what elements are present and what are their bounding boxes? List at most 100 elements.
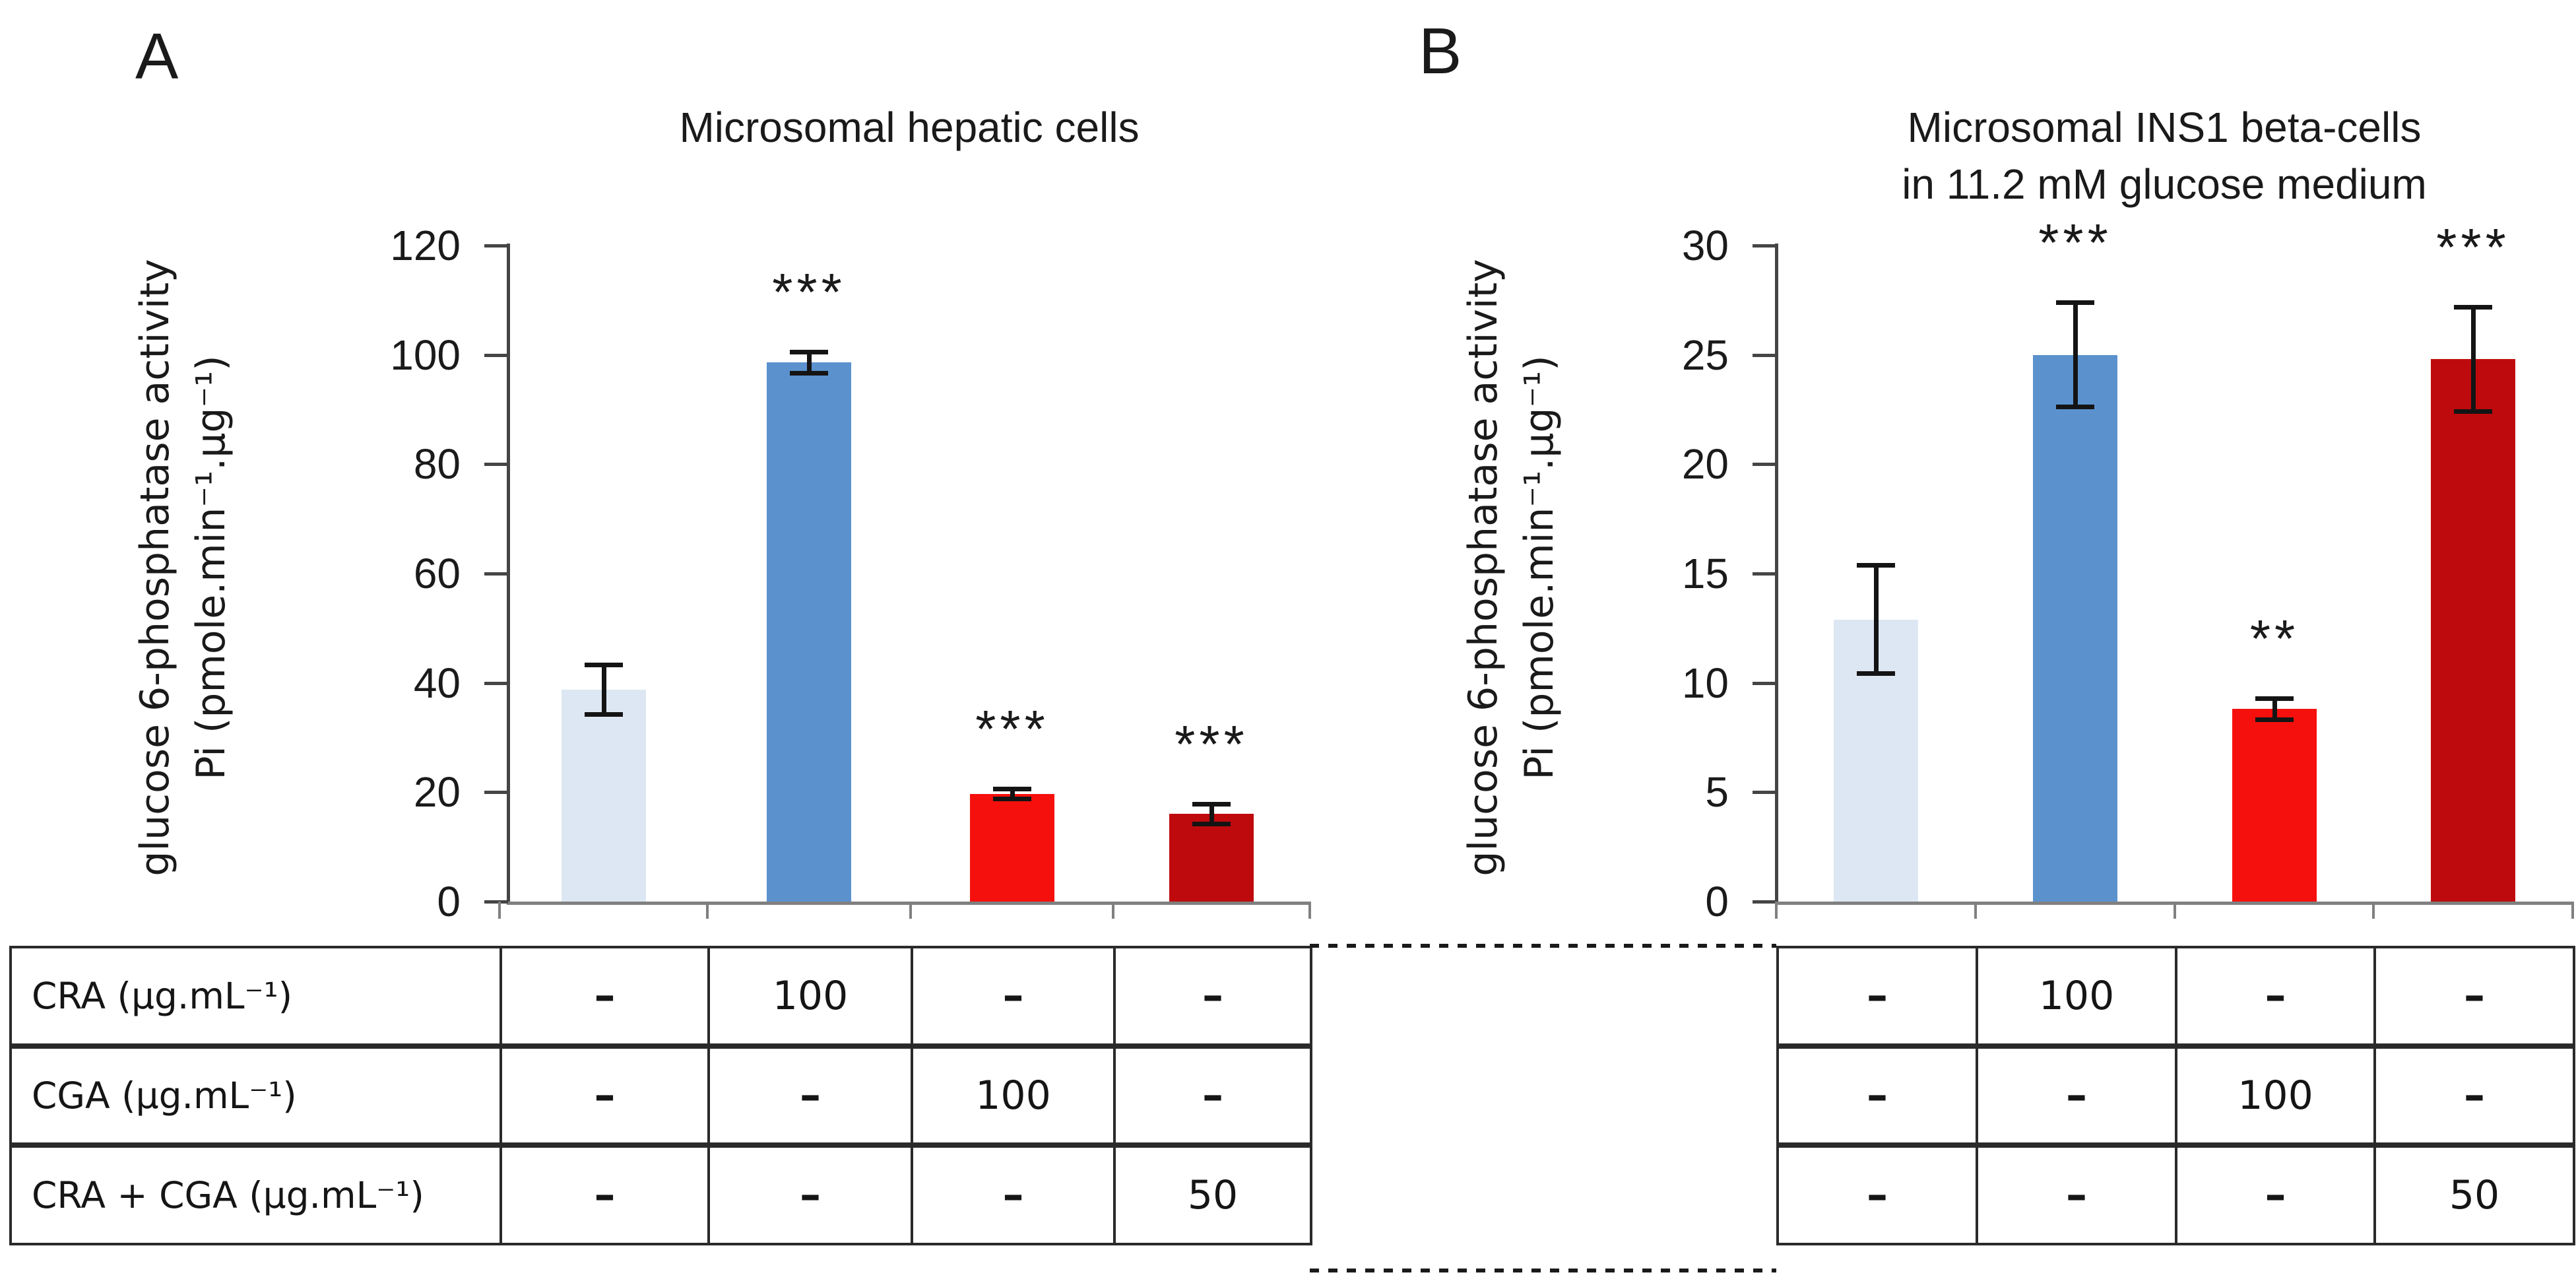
dose-table-b: –100– – – –100– – – –50 [1776, 946, 2575, 1245]
table-row: – – –50 [1776, 1144, 2575, 1245]
significance-marker: *** [2038, 213, 2112, 272]
dose-cell: – [707, 1045, 913, 1148]
dose-cell: – [499, 946, 710, 1049]
dose-cell: – [2373, 946, 2575, 1049]
bar-cra [2033, 355, 2117, 902]
error-bar-cap-bottom [790, 371, 828, 376]
y-tick-mark [1753, 682, 1776, 685]
y-tick-mark [484, 572, 508, 576]
bar-control [562, 690, 646, 902]
bar-cga [970, 794, 1054, 902]
chart-title: in 11.2 mM glucose medium [1902, 160, 2427, 208]
error-bar-cap-bottom [585, 712, 623, 717]
y-tick-label: 120 [390, 222, 461, 269]
dose-cell: – [1776, 1144, 1978, 1245]
dose-cell: – [1113, 1045, 1312, 1148]
dose-cell: – [911, 1144, 1116, 1245]
row-label: CRA + CGA (µg.mL⁻¹) [9, 1144, 502, 1245]
y-tick-label: 0 [1705, 878, 1729, 925]
y-tick-label: 60 [413, 550, 461, 597]
error-bar-line [2272, 698, 2277, 720]
x-tick-mark [2571, 902, 2574, 919]
dose-cell: – [2175, 1144, 2376, 1245]
y-tick-label: 100 [390, 331, 461, 379]
y-tick-label: 10 [1681, 659, 1729, 707]
dose-cell: – [1976, 1045, 2177, 1148]
dose-cell: – [1776, 1045, 1978, 1148]
table-row: CRA (µg.mL⁻¹) –100– – [9, 946, 1312, 1049]
table-row: – –100– [1776, 1045, 2575, 1148]
y-tick-label: 0 [437, 878, 461, 925]
table-row: –100– – [1776, 946, 2575, 1049]
table-row: CGA (µg.mL⁻¹) – –100– [9, 1045, 1312, 1148]
dose-cell: 100 [1976, 946, 2177, 1049]
x-tick-mark [1112, 902, 1114, 919]
dose-cell: – [499, 1045, 710, 1148]
y-axis-label: glucose 6-phosphatase activity [1460, 259, 1506, 876]
dose-cell: – [2373, 1045, 2575, 1148]
table-row: CRA + CGA (µg.mL⁻¹) – – –50 [9, 1144, 1312, 1245]
dose-cell: – [2175, 946, 2376, 1049]
dashed-connector-top [1310, 944, 1776, 948]
row-label: CGA (µg.mL⁻¹) [9, 1045, 502, 1148]
x-tick-mark [1308, 902, 1311, 919]
error-bar-line [2471, 307, 2476, 412]
y-tick-label: 20 [1681, 440, 1729, 488]
error-bar-cap-top [2454, 305, 2492, 310]
error-bar-cap-bottom [2454, 409, 2492, 414]
chart-title: Microsomal hepatic cells [679, 104, 1140, 151]
y-tick-mark [1753, 244, 1776, 248]
dose-cell: – [1976, 1144, 2177, 1245]
y-tick-mark [1753, 572, 1776, 576]
error-bar-cap-bottom [2056, 405, 2094, 409]
error-bar-cap-top [1857, 563, 1895, 568]
panel-label: A [135, 20, 179, 92]
y-tick-label: 20 [413, 768, 461, 816]
significance-marker: *** [2436, 218, 2510, 277]
error-bar-cap-top [790, 350, 828, 354]
dose-cell: – [1113, 946, 1312, 1049]
error-bar-line [1874, 565, 1879, 675]
dose-cell: – [499, 1144, 710, 1245]
row-label: CRA (µg.mL⁻¹) [9, 946, 502, 1049]
y-tick-mark [484, 354, 508, 357]
bar-cra-cga [1169, 814, 1254, 902]
error-bar-cap-top [585, 663, 623, 667]
y-tick-label: 30 [1681, 222, 1729, 269]
error-bar-cap-bottom [1857, 671, 1895, 676]
x-tick-mark [2174, 902, 2176, 919]
error-bar-line [807, 352, 812, 374]
dose-cell: 50 [1113, 1144, 1312, 1245]
error-bar-line [1010, 789, 1015, 800]
dose-cell: – [707, 1144, 913, 1245]
error-bar-cap-top [2056, 300, 2094, 305]
y-tick-mark [484, 791, 508, 794]
y-tick-mark [484, 244, 508, 248]
x-tick-mark [706, 902, 709, 919]
dose-cell: 100 [2175, 1045, 2376, 1148]
x-axis-line [507, 902, 1311, 905]
y-axis-line [1775, 244, 1778, 905]
y-tick-mark [484, 463, 508, 466]
y-tick-label: 25 [1681, 331, 1729, 379]
error-bar-line [2073, 302, 2078, 407]
significance-marker: *** [772, 263, 846, 321]
y-axis-line [507, 244, 510, 905]
x-tick-mark [1775, 902, 1778, 919]
y-tick-mark [484, 900, 508, 904]
significance-marker: *** [975, 700, 1049, 758]
y-axis-label: Pi (pmole.min⁻¹.µg⁻¹) [1516, 355, 1562, 780]
dose-table-a: CRA (µg.mL⁻¹) –100– – CGA (µg.mL⁻¹) – –100– CR… [9, 946, 1312, 1245]
dose-cell: 100 [911, 1045, 1116, 1148]
dashed-connector-bottom [1310, 1269, 1776, 1272]
significance-marker: ** [2249, 609, 2300, 668]
error-bar-cap-top [2255, 696, 2294, 701]
y-tick-mark [1753, 354, 1776, 357]
error-bar-cap-bottom [2255, 717, 2294, 722]
panel-label: B [1419, 15, 1462, 87]
y-tick-label: 40 [413, 659, 461, 707]
error-bar-cap-bottom [993, 797, 1031, 801]
